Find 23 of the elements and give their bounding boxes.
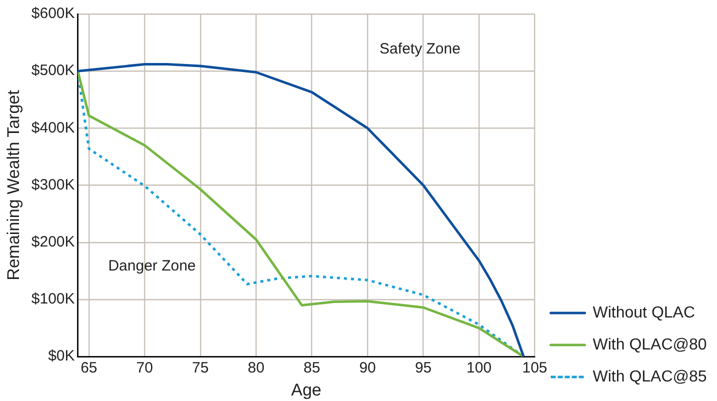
x-tick-label: 95 (414, 360, 432, 377)
legend-label: With QLAC@85 (592, 368, 707, 386)
y-tick-label: $100K (31, 290, 75, 308)
y-tick-label: $400K (31, 119, 75, 136)
y-tick-label: $200K (31, 234, 75, 251)
y-tick-label: $600K (31, 5, 75, 22)
x-tick-label: 80 (248, 360, 264, 377)
x-tick-label: 85 (303, 360, 320, 377)
y-tick-label: $0K (48, 348, 75, 365)
x-axis-title: Age (291, 380, 322, 400)
x-tick-label: 65 (80, 360, 98, 377)
annotation: Safety Zone (380, 40, 460, 58)
annotation: Danger Zone (108, 258, 196, 274)
y-tick-label: $300K (31, 176, 75, 194)
y-tick-label: $500K (31, 62, 75, 80)
x-tick-label: 90 (359, 360, 376, 377)
x-tick-label: 105 (522, 360, 548, 377)
x-tick-label: 100 (466, 360, 492, 377)
legend-label: With QLAC@80 (592, 336, 707, 354)
y-axis-title: Remaining Wealth Target (4, 90, 23, 280)
legend-label: Without QLAC (592, 304, 696, 322)
x-tick-label: 75 (192, 360, 209, 377)
x-tick-label: 70 (136, 360, 153, 377)
